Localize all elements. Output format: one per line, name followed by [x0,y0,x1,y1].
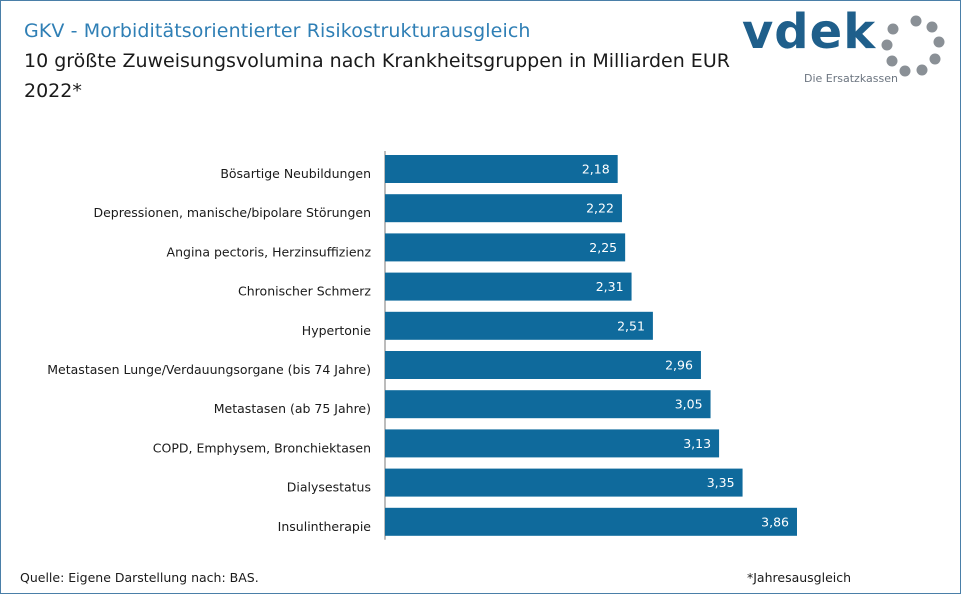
bar [385,507,797,536]
data-label: 2,18 [582,162,610,177]
data-label: 3,05 [675,397,703,412]
bar [385,468,743,497]
category-label: Metastasen (ab 75 Jahre) [214,401,371,416]
chart-year: 2022* [24,80,82,102]
chart-subtitle: 10 größte Zuweisungsvolumina nach Krankh… [24,50,730,72]
vdek-logo: vdek Die Ersatzkassen [742,4,952,86]
chart-title: GKV - Morbiditätsorientierter Risikostru… [24,20,531,42]
bar [385,351,701,379]
category-label: COPD, Emphysem, Bronchiektasen [153,440,371,455]
logo-ring-icon [881,15,945,77]
bar [385,390,711,419]
category-label: Metastasen Lunge/Verdauungsorgane (bis 7… [47,362,371,377]
logo-tagline: Die Ersatzkassen [804,72,898,85]
category-label: Bösartige Neubildungen [220,166,371,181]
bar [385,311,653,340]
category-label: Insulintherapie [278,519,372,534]
data-label: 2,96 [665,358,693,373]
bar [385,233,626,262]
data-label: 2,51 [617,318,645,333]
bar [385,194,622,223]
bar [385,272,632,301]
category-label: Angina pectoris, Herzinsuffizienz [167,244,372,259]
logo-wordmark: vdek [742,4,877,60]
footnote: *Jahresausgleich [747,570,852,585]
bar [385,429,720,458]
category-label: Dialysestatus [287,480,371,495]
bar [385,155,618,183]
category-label: Depressionen, manische/bipolare Störunge… [93,205,371,220]
category-label: Chronischer Schmerz [238,284,371,299]
source-note: Quelle: Eigene Darstellung nach: BAS. [20,570,259,585]
data-label: 2,25 [589,240,617,255]
data-label: 3,35 [707,475,735,490]
data-label: 3,86 [761,514,789,529]
data-label: 2,22 [586,201,614,216]
data-label: 3,13 [683,436,711,451]
category-label: Hypertonie [302,323,372,338]
data-label: 2,31 [596,279,624,294]
